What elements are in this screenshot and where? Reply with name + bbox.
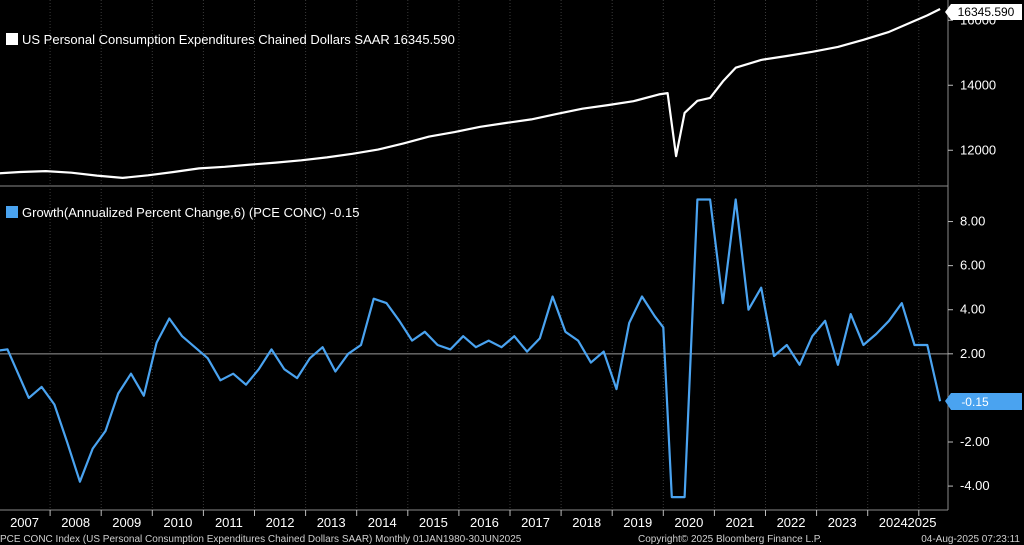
bottom-badge-pointer	[945, 393, 951, 410]
top-badge-value: 16345.590	[958, 5, 1015, 19]
footer-source: PCE CONC Index (US Personal Consumption …	[0, 534, 522, 545]
bottom-badge-box	[951, 393, 1022, 410]
x-tick-label: 2009	[112, 515, 141, 530]
x-tick-label: 2007	[10, 515, 39, 530]
y-tick-label: 8.00	[960, 214, 985, 229]
x-tick-label: 2010	[163, 515, 192, 530]
bottom-legend-swatch	[6, 206, 18, 218]
top-legend-swatch	[6, 33, 18, 45]
top-last-value-badge: 16345.590	[945, 4, 1022, 20]
top-badge-pointer	[945, 4, 951, 20]
y-tick-label: -4.00	[960, 478, 990, 493]
grid-layer	[0, 0, 948, 510]
bottom-legend-label: Growth(Annualized Percent Change,6) (PCE…	[22, 205, 359, 220]
x-tick-label: 2024	[879, 515, 908, 530]
y-tick-label: -2.00	[960, 434, 990, 449]
x-tick-label: 2016	[470, 515, 499, 530]
y-tick-label: 2.00	[960, 346, 985, 361]
series-layer	[0, 8, 942, 499]
x-tick-label: 2008	[61, 515, 90, 530]
top-badge-box	[951, 4, 1022, 20]
x-tick-label: 2025	[908, 515, 937, 530]
x-tick-label: 2022	[777, 515, 806, 530]
footer: PCE CONC Index (US Personal Consumption …	[0, 534, 1020, 545]
y-tick-label: 6.00	[960, 258, 985, 273]
x-tick-label: 2017	[521, 515, 550, 530]
bottom-badge-value: -0.15	[961, 395, 989, 409]
x-tick-label: 2023	[828, 515, 857, 530]
bottom-legend: Growth(Annualized Percent Change,6) (PCE…	[6, 205, 359, 220]
x-tick-label: 2014	[368, 515, 397, 530]
series-line-1-0	[0, 198, 942, 499]
x-tick-label: 2021	[725, 515, 754, 530]
series-line-0-0	[0, 8, 941, 179]
footer-timestamp: 04-Aug-2025 07:23:11	[921, 534, 1020, 545]
x-tick-label: 2015	[419, 515, 448, 530]
x-tick-label: 2011	[215, 515, 243, 530]
y-tick-label: 4.00	[960, 302, 985, 317]
x-tick-label: 2020	[674, 515, 703, 530]
x-tick-label: 2018	[572, 515, 601, 530]
y-tick-label: 14000	[960, 77, 996, 92]
footer-copyright: Copyright© 2025 Bloomberg Finance L.P.	[638, 534, 822, 545]
top-legend-label: US Personal Consumption Expenditures Cha…	[22, 32, 455, 47]
x-tick-label: 2012	[266, 515, 295, 530]
x-tick-label: 2013	[317, 515, 346, 530]
x-tick-label: 2019	[623, 515, 652, 530]
bottom-last-value-badge: -0.15	[945, 393, 1022, 410]
top-legend: US Personal Consumption Expenditures Cha…	[6, 32, 455, 47]
y-tick-label: 12000	[960, 142, 996, 157]
